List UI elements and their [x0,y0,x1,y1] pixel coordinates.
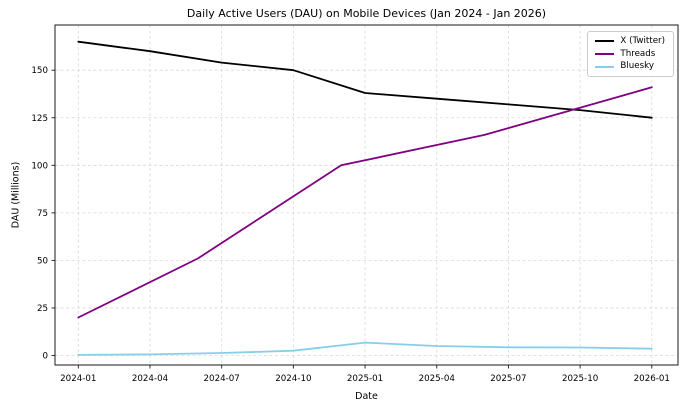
x-tick-labels: 2024-01 2024-04 2024-07 2024-10 2025-01 2025-… [60,374,670,384]
y-tick-label: 75 [37,209,48,219]
grid-lines [55,25,678,365]
legend-item-bluesky: Bluesky [595,62,665,71]
x-tick-label: 2025-10 [562,374,598,384]
y-tick-label: 50 [37,256,48,266]
chart-title: Daily Active Users (DAU) on Mobile Devic… [186,7,547,20]
x-tick-label: 2025-01 [347,374,383,384]
series-line-x-twitter [77,40,653,119]
legend-item-threads: Threads [595,48,665,59]
tick-marks [51,69,653,369]
x-tick-label: 2024-01 [60,374,96,384]
legend-item-x-twitter: X (Twitter) [595,37,665,46]
y-tick-label: 125 [31,114,48,124]
x-tick-label: 2025-07 [490,374,526,384]
legend: X (Twitter) Threads Bluesky [587,31,674,78]
legend-swatch [595,40,615,43]
x-tick-label: 2026-01 [634,374,670,384]
y-tick-label: 150 [31,66,48,76]
legend-swatch [595,65,615,68]
y-tick-label: 25 [37,304,48,314]
y-tick-label: 100 [31,161,48,171]
x-tick-label: 2024-04 [132,374,169,384]
series-line-bluesky [77,341,653,356]
legend-swatch [595,53,615,56]
series-lines [77,40,653,356]
x-tick-label: 2024-10 [275,374,311,384]
x-axis-label: Date [355,391,378,402]
y-tick-labels: 0 25 50 75 100 125 150 [31,66,48,361]
x-tick-label: 2025-04 [419,374,456,384]
x-tick-label: 2024-07 [204,374,240,384]
y-tick-label: 0 [42,352,48,362]
series-line-threads [77,86,653,319]
y-axis-label: DAU (Millions) [10,161,22,229]
plot-border [54,24,679,366]
legend-label: X (Twitter) [620,36,665,46]
legend-label: Bluesky [620,61,655,72]
legend-label: Threads [620,48,656,59]
